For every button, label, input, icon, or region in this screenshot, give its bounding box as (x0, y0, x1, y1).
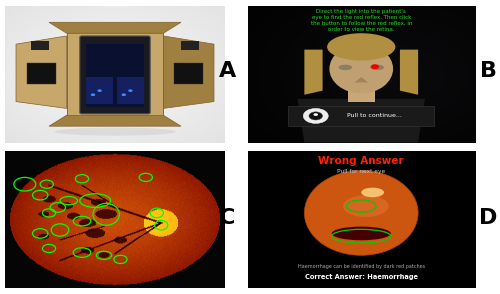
Bar (27, 63, 56, 84)
Ellipse shape (361, 188, 384, 197)
Text: Correct Answer: Haemorrhage: Correct Answer: Haemorrhage (305, 275, 418, 280)
Circle shape (309, 112, 322, 120)
Text: Direct the light into the patient's
eye to find the red reflex. Then click
the b: Direct the light into the patient's eye … (310, 9, 412, 32)
FancyBboxPatch shape (80, 36, 150, 114)
Bar (32, 41, 49, 50)
Text: A: A (219, 61, 236, 81)
Circle shape (122, 93, 126, 96)
Polygon shape (298, 99, 425, 143)
Polygon shape (66, 33, 164, 115)
Bar (117, 77, 143, 104)
Ellipse shape (370, 65, 384, 70)
Ellipse shape (327, 33, 396, 61)
Polygon shape (16, 36, 66, 108)
Circle shape (371, 64, 379, 69)
Ellipse shape (54, 128, 176, 136)
Ellipse shape (338, 65, 352, 70)
Bar (348, 91, 375, 102)
Circle shape (128, 89, 132, 92)
Text: Pull for next eye: Pull for next eye (337, 169, 386, 174)
Text: Pull to continue...: Pull to continue... (348, 113, 403, 118)
Bar (288, 106, 434, 126)
Text: Wrong Answer: Wrong Answer (318, 156, 404, 166)
Circle shape (314, 113, 318, 116)
Ellipse shape (332, 227, 391, 240)
Polygon shape (354, 77, 368, 82)
Polygon shape (49, 115, 181, 126)
Polygon shape (164, 36, 214, 108)
Bar (174, 63, 203, 84)
Ellipse shape (330, 44, 393, 93)
Circle shape (98, 89, 102, 92)
Text: Haemorrhage can be identified by dark red patches: Haemorrhage can be identified by dark re… (298, 263, 425, 268)
Text: B: B (480, 61, 497, 81)
Bar (86, 44, 144, 107)
Polygon shape (400, 50, 418, 95)
Ellipse shape (304, 171, 418, 255)
Polygon shape (304, 50, 322, 95)
Circle shape (303, 108, 328, 123)
Circle shape (91, 93, 95, 96)
Ellipse shape (343, 195, 388, 217)
Bar (181, 41, 198, 50)
Bar (86, 77, 113, 104)
Polygon shape (49, 22, 181, 33)
Text: C: C (220, 208, 236, 228)
Text: D: D (480, 208, 498, 228)
